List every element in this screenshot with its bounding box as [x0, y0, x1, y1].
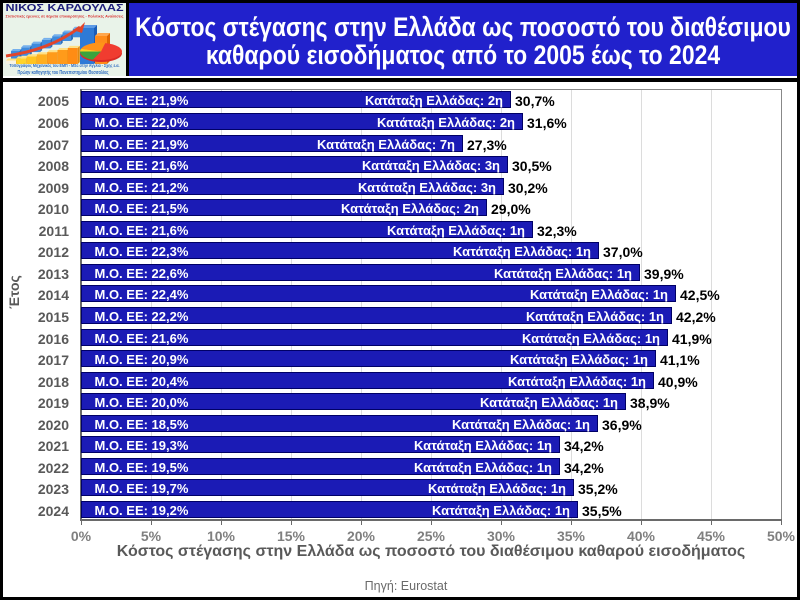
- svg-text:ΝΙΚΟΣ ΚΑΡΔΟΥΛΑΣ: ΝΙΚΟΣ ΚΑΡΔΟΥΛΑΣ: [6, 3, 124, 14]
- svg-text:Τοπογράφος Μηχανικός του ΕΜΠ -: Τοπογράφος Μηχανικός του ΕΜΠ - MSc στην …: [10, 63, 120, 69]
- svg-text:Στατιστικές έρευνες σε θέματα: Στατιστικές έρευνες σε θέματα επικαιρότη…: [6, 14, 124, 18]
- svg-text:Πρώην καθηγητής του Πανεπιστημ: Πρώην καθηγητής του Πανεπιστημίου Θεσσαλ…: [18, 70, 109, 76]
